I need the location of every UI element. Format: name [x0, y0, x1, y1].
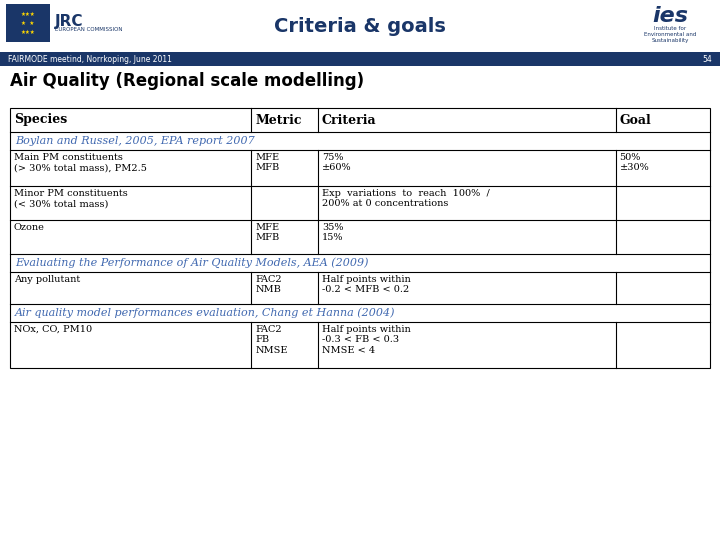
Text: Institute for
Environmental and
Sustainability: Institute for Environmental and Sustaina…	[644, 26, 696, 43]
Text: Any pollutant: Any pollutant	[14, 275, 80, 284]
Bar	[0, 0, 720, 52]
Text: NOx, CO, PM10: NOx, CO, PM10	[14, 325, 92, 334]
Text: Boylan and Russel, 2005, EPA report 2007: Boylan and Russel, 2005, EPA report 2007	[15, 136, 255, 146]
Text: 50%
±30%: 50% ±30%	[619, 153, 649, 172]
Text: Criteria & goals: Criteria & goals	[274, 17, 446, 36]
Text: Half points within
-0.3 < FB < 0.3
NMSE < 4: Half points within -0.3 < FB < 0.3 NMSE …	[322, 325, 410, 355]
Text: Exp  variations  to  reach  100%  /
200% at 0 concentrations: Exp variations to reach 100% / 200% at 0…	[322, 189, 490, 208]
Text: ★★★: ★★★	[21, 30, 35, 35]
Text: FAIRMODE meetind, Norrkoping, June 2011: FAIRMODE meetind, Norrkoping, June 2011	[8, 55, 172, 64]
Bar	[10, 108, 710, 368]
Text: ★  ★: ★ ★	[22, 21, 35, 26]
Text: Air quality model performances evaluation, Chang et Hanna (2004): Air quality model performances evaluatio…	[15, 308, 395, 318]
Text: FAC2
NMB: FAC2 NMB	[256, 275, 282, 294]
Text: EUROPEAN COMMISSION: EUROPEAN COMMISSION	[55, 27, 122, 32]
Text: MFE
MFB: MFE MFB	[256, 223, 280, 242]
Text: JRC: JRC	[55, 14, 84, 29]
Text: MFE
MFB: MFE MFB	[256, 153, 280, 172]
Text: 75%
±60%: 75% ±60%	[322, 153, 351, 172]
Text: 35%
15%: 35% 15%	[322, 223, 343, 242]
Text: FAC2
FB
NMSE: FAC2 FB NMSE	[256, 325, 288, 355]
Text: Metric: Metric	[256, 113, 302, 126]
Text: Goal: Goal	[619, 113, 652, 126]
Text: Main PM constituents
(> 30% total mass), PM2.5: Main PM constituents (> 30% total mass),…	[14, 153, 147, 172]
Text: Minor PM constituents
(< 30% total mass): Minor PM constituents (< 30% total mass)	[14, 189, 127, 208]
Text: Criteria: Criteria	[322, 113, 377, 126]
Bar	[6, 4, 50, 42]
Text: ies: ies	[652, 6, 688, 26]
Text: Ozone: Ozone	[14, 223, 45, 232]
Text: ★★★: ★★★	[21, 12, 35, 17]
Text: Air Quality (Regional scale modelling): Air Quality (Regional scale modelling)	[10, 72, 364, 90]
Text: 54: 54	[702, 55, 712, 64]
Text: Half points within
-0.2 < MFB < 0.2: Half points within -0.2 < MFB < 0.2	[322, 275, 410, 294]
Bar	[0, 52, 720, 66]
Text: Species: Species	[14, 113, 67, 126]
Text: Evaluating the Performance of Air Quality Models, AEA (2009): Evaluating the Performance of Air Qualit…	[15, 258, 369, 268]
